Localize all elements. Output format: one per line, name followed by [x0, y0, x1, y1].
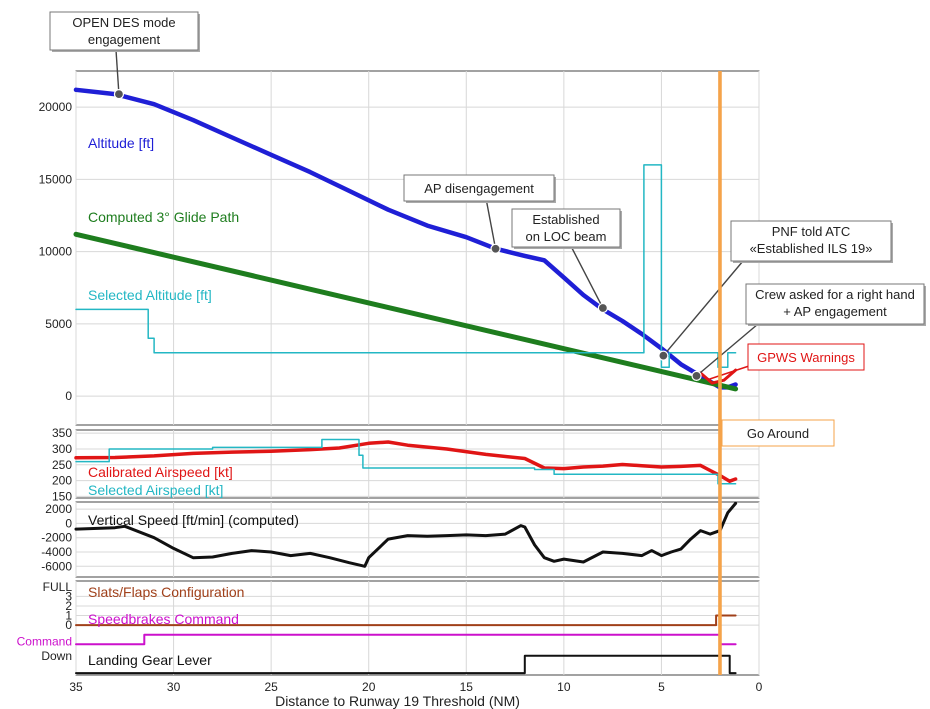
- series-line-configuration-2: [75, 654, 737, 675]
- x-tick-label: 20: [362, 680, 376, 694]
- y-tick-label: 20000: [39, 100, 73, 114]
- y-tick-label: 300: [52, 442, 72, 456]
- annotation-box: [730, 220, 892, 262]
- x-tick-label: 15: [460, 680, 474, 694]
- annotation-text: OPEN DES mode: [72, 15, 175, 30]
- series-label: Vertical Speed [ft/min] (computed): [88, 512, 299, 528]
- gpws-leader: [708, 364, 753, 381]
- y-tick-label: 10000: [39, 245, 73, 259]
- annotation-box: [403, 174, 555, 202]
- x-tick-label: 25: [264, 680, 278, 694]
- y-tick-label: 0: [65, 389, 72, 403]
- series-label: Selected Airspeed [kt]: [88, 482, 223, 498]
- y-tick-label: 200: [52, 474, 72, 488]
- x-tick-label: 30: [167, 680, 181, 694]
- x-tick-label: 0: [756, 680, 763, 694]
- gpws-box: [747, 343, 865, 371]
- y-tick-label: Down: [41, 649, 72, 663]
- annotation-text: engagement: [88, 32, 161, 47]
- series-line-altitude-3: [699, 368, 738, 385]
- annotation-text: Established: [532, 212, 599, 227]
- series-line-airspeed-0: [74, 440, 738, 483]
- series-line-altitude-1: [73, 231, 739, 392]
- y-tick-label: 5000: [45, 317, 72, 331]
- y-tick-label: Command: [17, 634, 72, 648]
- panel-frame-vertical_speed: [75, 501, 760, 578]
- x-axis-label: Distance to Runway 19 Threshold (NM): [275, 693, 520, 709]
- y-tick-label: 1: [65, 609, 72, 623]
- y-tick-label: 250: [52, 458, 72, 472]
- annotation-box: [511, 208, 621, 248]
- series-label: Altitude [ft]: [88, 135, 154, 151]
- y-tick-label: 2000: [45, 502, 72, 516]
- series-line-altitude-2: [75, 164, 737, 368]
- annotation-text: PNF told ATC: [772, 224, 851, 239]
- annotation-marker: [658, 350, 669, 361]
- y-tick-label: 3: [65, 589, 72, 603]
- series-line-airspeed-1: [75, 438, 737, 485]
- series-label: Computed 3° Glide Path: [88, 209, 239, 225]
- annotation-text: + AP engagement: [783, 304, 887, 319]
- series-label: Landing Gear Lever: [88, 652, 212, 668]
- annotation-leader: [696, 323, 759, 377]
- y-tick-label: -6000: [41, 559, 72, 573]
- series-line-configuration-1: [75, 633, 737, 646]
- y-tick-label: 0: [65, 516, 72, 530]
- x-tick-label: 35: [69, 680, 83, 694]
- y-tick-label: 150: [52, 489, 72, 503]
- annotation-text: Crew asked for a right hand: [755, 287, 915, 302]
- annotation-marker: [691, 370, 702, 381]
- x-tick-label: 5: [658, 680, 665, 694]
- annotation-leader: [115, 49, 120, 95]
- y-tick-label: 0: [65, 618, 72, 632]
- series-label: Slats/Flaps Configuration: [88, 584, 244, 600]
- annotation-marker: [490, 243, 501, 254]
- annotation-box: [745, 283, 925, 325]
- y-tick-label: -4000: [41, 545, 72, 559]
- annotation-marker: [113, 89, 125, 100]
- x-tick-label: 10: [557, 680, 571, 694]
- y-tick-label: 2: [65, 599, 72, 613]
- annotation-text: AP disengagement: [424, 181, 534, 196]
- go-around-box: [721, 419, 835, 447]
- y-tick-label: -2000: [41, 531, 72, 545]
- annotation-text: «Established ILS 19»: [750, 241, 873, 256]
- annotation-leader: [662, 260, 744, 357]
- series-label: Selected Altitude [ft]: [88, 287, 212, 303]
- series-label: Calibrated Airspeed [kt]: [88, 464, 233, 480]
- gpws-warning-label: GPWS Warnings: [757, 350, 855, 365]
- annotation-marker: [597, 302, 608, 314]
- series-label: Speedbrakes Command: [88, 611, 239, 627]
- go-around-line: [718, 71, 722, 675]
- series-line-configuration-0: [75, 614, 737, 627]
- series-line-vertical_speed-0: [74, 501, 738, 568]
- y-tick-label: 350: [52, 426, 72, 440]
- panel-frame-airspeed: [75, 429, 760, 499]
- y-tick-label: 15000: [39, 172, 73, 186]
- annotation-leader: [570, 246, 604, 309]
- y-tick-label: FULL: [43, 580, 73, 594]
- annotation-text: on LOC beam: [526, 229, 607, 244]
- annotation-box: [49, 11, 199, 51]
- go-around-label: Go Around: [747, 426, 809, 441]
- annotation-leader: [485, 200, 497, 249]
